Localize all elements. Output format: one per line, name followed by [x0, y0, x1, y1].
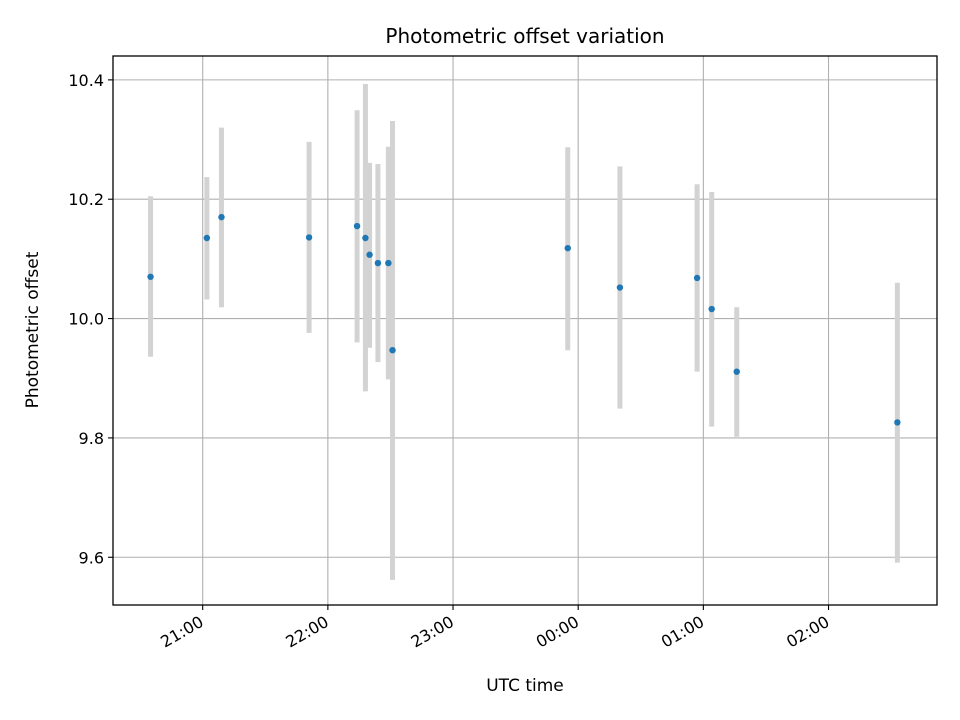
- chart-title: Photometric offset variation: [385, 24, 664, 48]
- data-point: [203, 234, 211, 242]
- data-point: [305, 234, 313, 241]
- plot-frame: [112, 55, 938, 606]
- data-point: [374, 259, 382, 267]
- y-tick-label: 10.4: [68, 71, 104, 90]
- data-point: [616, 284, 624, 291]
- x-axis-title: UTC time: [486, 676, 564, 696]
- data-point: [389, 346, 396, 354]
- data-point: [147, 273, 154, 280]
- grid-lines: [113, 56, 937, 605]
- y-axis-title: Photometric offset: [23, 251, 43, 408]
- data-point: [353, 222, 361, 230]
- data-point: [733, 368, 740, 375]
- data-points: [147, 213, 901, 426]
- data-point: [362, 234, 369, 242]
- data-point: [385, 259, 392, 267]
- y-tick-label: 10.2: [68, 190, 104, 209]
- data-point: [366, 251, 373, 258]
- data-point: [708, 305, 715, 313]
- data-point: [693, 274, 701, 282]
- y-tick-label: 9.6: [79, 548, 104, 567]
- y-tick-label: 10.0: [68, 310, 104, 329]
- data-point: [564, 244, 571, 252]
- y-tick-label: 9.8: [79, 429, 104, 448]
- data-point: [894, 419, 901, 426]
- y-axis-ticks: 9.6 9.8 10.0 10.2 10.4: [68, 71, 113, 567]
- data-point: [218, 213, 225, 221]
